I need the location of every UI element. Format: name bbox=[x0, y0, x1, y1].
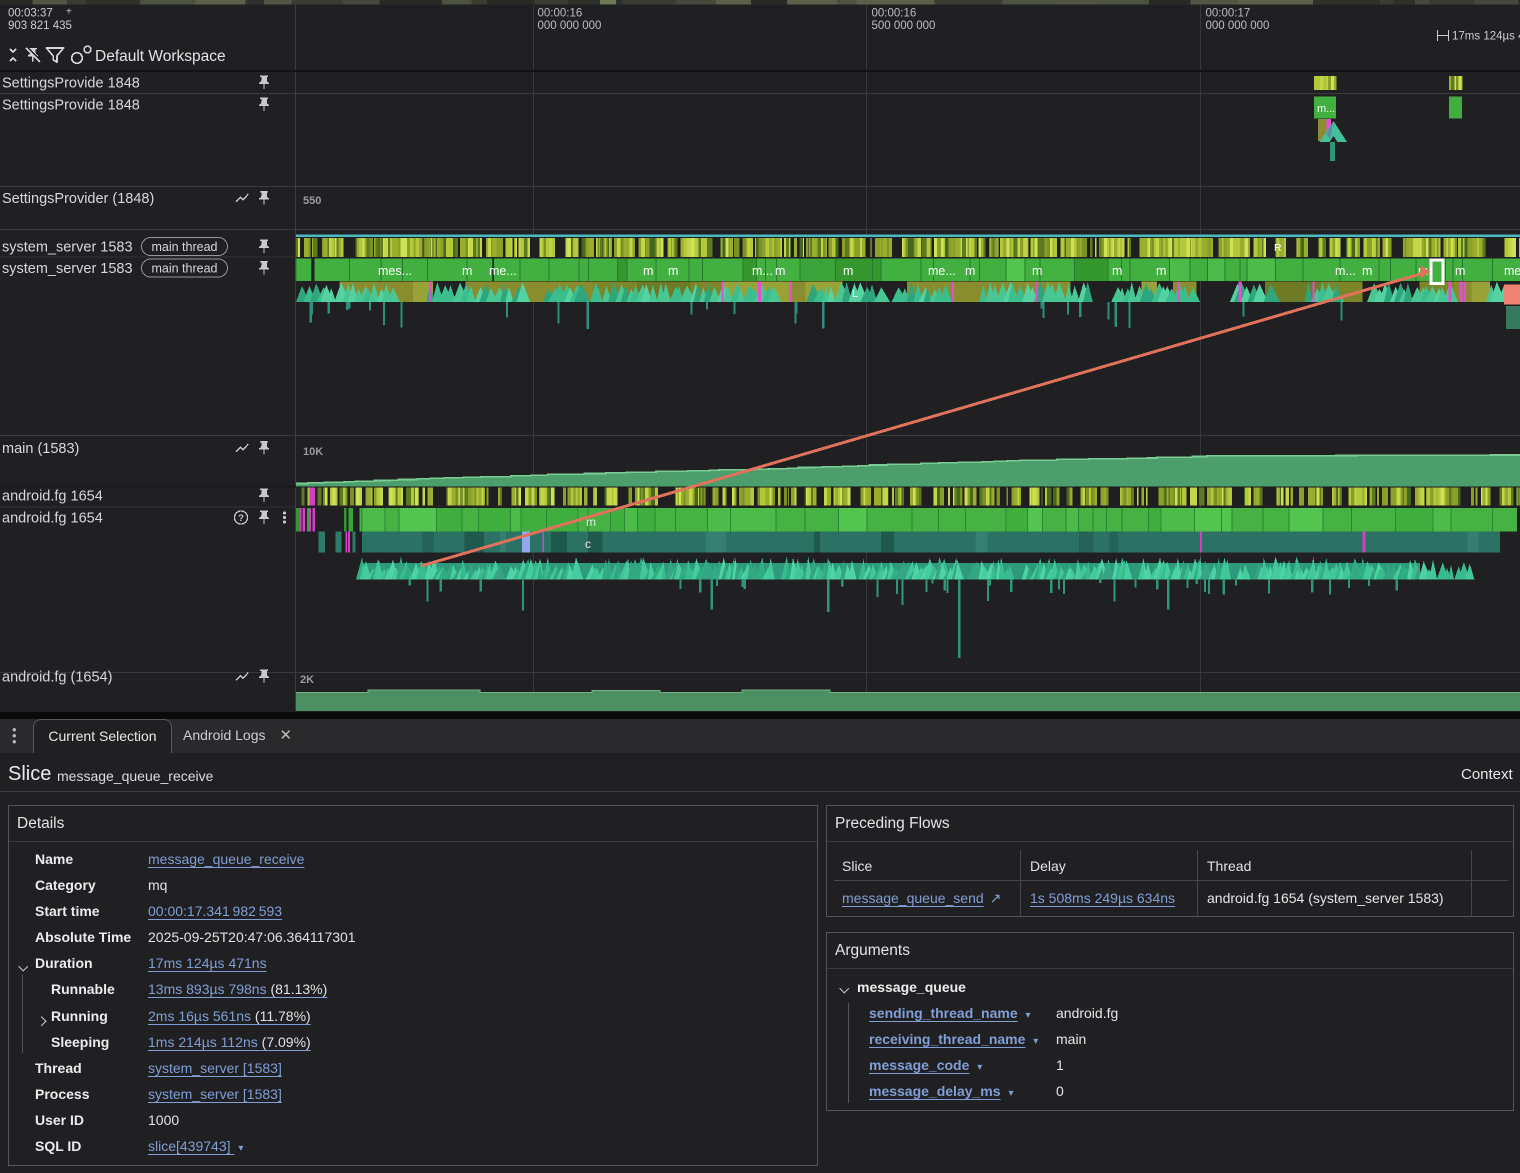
svg-text:m: m bbox=[1455, 264, 1465, 278]
svg-text:SettingsProvide 1848: SettingsProvide 1848 bbox=[2, 98, 140, 114]
svg-text:500 000 000: 500 000 000 bbox=[872, 20, 936, 32]
svg-text:550: 550 bbox=[303, 195, 321, 207]
svg-text:m...: m... bbox=[1335, 264, 1356, 278]
svg-text:mes...: mes... bbox=[378, 264, 412, 278]
svg-text:m: m bbox=[1362, 264, 1372, 278]
svg-text:m: m bbox=[965, 264, 975, 278]
svg-text:m...: m... bbox=[1317, 103, 1335, 115]
svg-text:android.fg 1654: android.fg 1654 bbox=[2, 511, 103, 527]
svg-text:00:00:16: 00:00:16 bbox=[538, 8, 583, 20]
svg-text:me...: me... bbox=[928, 264, 956, 278]
svg-text:SettingsProvider (1848): SettingsProvider (1848) bbox=[2, 191, 154, 207]
svg-text:system_server 1583: system_server 1583 bbox=[2, 261, 133, 277]
svg-text:c: c bbox=[585, 537, 591, 551]
svg-text:SettingsProvide 1848: SettingsProvide 1848 bbox=[2, 76, 140, 92]
svg-text:10K: 10K bbox=[303, 446, 323, 458]
svg-text:?: ? bbox=[238, 513, 244, 524]
svg-text:m: m bbox=[643, 264, 653, 278]
svg-text:903 821 435: 903 821 435 bbox=[8, 20, 72, 32]
svg-text:00:00:17: 00:00:17 bbox=[1206, 8, 1251, 20]
svg-text:17ms 124µs 471n: 17ms 124µs 471n bbox=[1452, 31, 1520, 43]
svg-text:main thread: main thread bbox=[151, 262, 217, 276]
svg-text:android.fg 1654: android.fg 1654 bbox=[2, 489, 103, 505]
svg-text:2K: 2K bbox=[300, 674, 314, 686]
svg-text:00:00:16: 00:00:16 bbox=[872, 8, 917, 20]
svg-text:m: m bbox=[775, 264, 785, 278]
svg-text:m: m bbox=[586, 515, 596, 529]
svg-text:m: m bbox=[843, 264, 853, 278]
svg-text:m...: m... bbox=[752, 264, 773, 278]
svg-text:m: m bbox=[668, 264, 678, 278]
svg-text:R: R bbox=[1274, 242, 1282, 254]
svg-text:m: m bbox=[462, 264, 472, 278]
svg-text:main thread: main thread bbox=[151, 240, 217, 254]
svg-text:me...: me... bbox=[489, 264, 517, 278]
svg-text:L: L bbox=[852, 288, 858, 300]
svg-text:main (1583): main (1583) bbox=[2, 441, 79, 457]
svg-text:android.fg (1654): android.fg (1654) bbox=[2, 670, 112, 686]
svg-text:m: m bbox=[1156, 264, 1166, 278]
svg-text:me: me bbox=[1504, 264, 1520, 278]
svg-text:Default Workspace: Default Workspace bbox=[95, 48, 226, 65]
svg-text:+: + bbox=[66, 7, 72, 18]
svg-text:m: m bbox=[1112, 264, 1122, 278]
svg-text:m: m bbox=[1032, 264, 1042, 278]
svg-text:000 000 000: 000 000 000 bbox=[538, 20, 602, 32]
svg-text:system_server 1583: system_server 1583 bbox=[2, 240, 133, 256]
svg-text:000 000 000: 000 000 000 bbox=[1206, 20, 1270, 32]
svg-text:00:03:37: 00:03:37 bbox=[8, 8, 53, 20]
